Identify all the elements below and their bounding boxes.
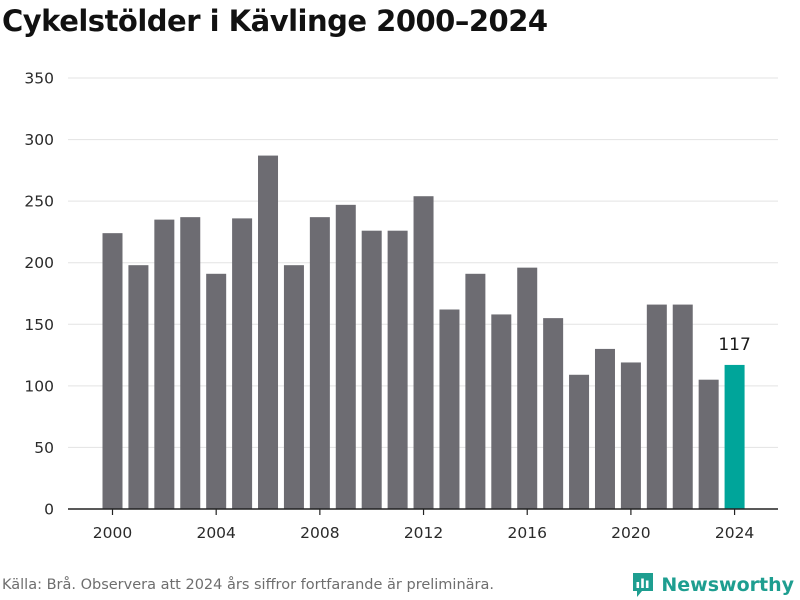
bar <box>594 348 615 509</box>
data-labels: 117 <box>718 335 750 355</box>
brand-name: Newsworthy <box>661 574 794 596</box>
x-tick-label: 2020 <box>611 524 650 542</box>
bar <box>569 374 590 509</box>
bar <box>258 155 279 509</box>
x-tick-label: 2004 <box>196 524 235 542</box>
newsworthy-logo-icon <box>633 573 654 597</box>
bar <box>698 379 719 509</box>
y-tick-label: 50 <box>34 439 54 457</box>
bar <box>465 273 486 509</box>
source-note: Källa: Brå. Observera att 2024 års siffr… <box>2 577 494 593</box>
bar <box>283 265 304 509</box>
x-tick-label: 2016 <box>507 524 546 542</box>
y-tick-label: 0 <box>44 501 54 519</box>
x-tick-label: 2000 <box>93 524 132 542</box>
bar <box>439 309 460 509</box>
bar <box>206 273 227 509</box>
chart-title: Cykelstölder i Kävlinge 2000–2024 <box>2 4 548 38</box>
bar <box>646 304 667 509</box>
bar <box>154 219 175 509</box>
bar <box>102 233 123 509</box>
y-tick-label: 350 <box>24 70 54 88</box>
y-tick-label: 300 <box>24 131 54 149</box>
x-tick-label: 2024 <box>715 524 754 542</box>
bar <box>361 230 382 509</box>
brand[interactable]: Newsworthy <box>631 570 794 600</box>
bar <box>672 304 693 509</box>
bar <box>543 318 564 509</box>
bar <box>232 218 253 509</box>
bar <box>491 314 512 509</box>
bar <box>335 204 356 509</box>
bar <box>309 217 330 509</box>
bar <box>517 267 538 509</box>
bar <box>387 230 408 509</box>
bar <box>620 362 641 509</box>
bar <box>128 265 149 509</box>
bars <box>102 155 745 509</box>
y-tick-label: 100 <box>24 377 54 395</box>
y-tick-label: 150 <box>24 316 54 334</box>
data-label: 117 <box>718 335 750 355</box>
x-axis-tick-labels: 2000 2004 2008 2012 2016 2020 2024 <box>93 509 754 542</box>
bar <box>180 217 201 509</box>
bar <box>413 196 434 509</box>
y-tick-label: 200 <box>24 254 54 272</box>
bar-highlight <box>724 364 745 509</box>
y-axis-tick-labels: 0 50 100 150 200 250 300 350 <box>24 70 54 519</box>
x-tick-label: 2008 <box>300 524 339 542</box>
y-tick-label: 250 <box>24 193 54 211</box>
x-tick-label: 2012 <box>404 524 443 542</box>
